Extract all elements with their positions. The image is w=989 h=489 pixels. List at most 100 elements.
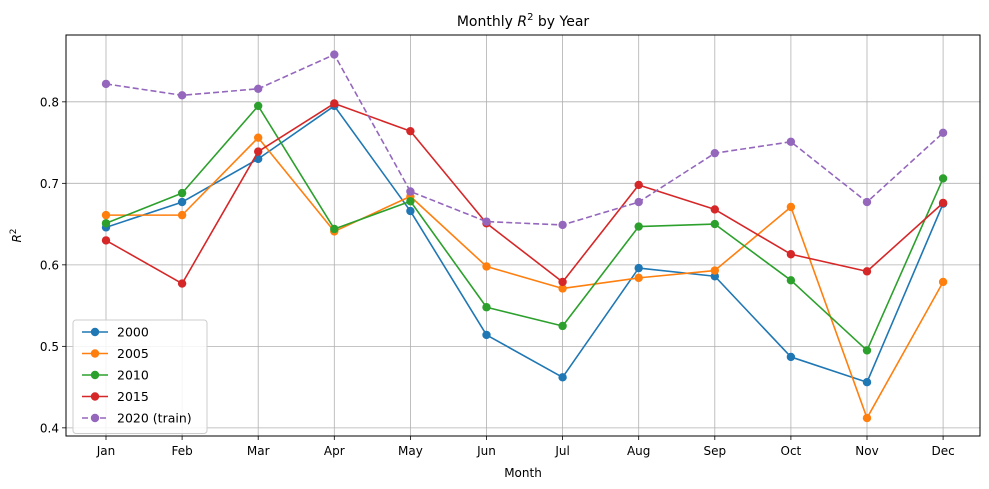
chart-title: Monthly R2 by Year (457, 12, 590, 30)
data-point (406, 126, 415, 136)
data-point (710, 266, 719, 275)
data-point (101, 210, 111, 220)
series-2005 (101, 133, 948, 423)
data-point (406, 206, 415, 216)
x-tick-label: Jul (554, 444, 569, 458)
y-axis-title: R2 (9, 228, 24, 242)
legend-swatch-marker (90, 370, 100, 380)
data-point (786, 352, 796, 362)
x-tick-label: Feb (171, 444, 192, 458)
data-point (177, 210, 187, 220)
series-lines (101, 50, 948, 423)
data-point (330, 99, 339, 108)
data-point (558, 220, 567, 230)
legend: 2000 2005 2010 2015 2020 (train) (72, 319, 208, 434)
data-point (786, 250, 796, 259)
data-point (330, 224, 339, 234)
data-point (938, 128, 948, 138)
data-point (634, 273, 643, 283)
legend-label: 2000 (117, 325, 149, 340)
legend-box (72, 319, 208, 434)
x-tick-label: Aug (627, 444, 650, 458)
legend-label: 2010 (117, 368, 149, 383)
x-tick-label: Sep (703, 444, 726, 458)
data-point (634, 222, 643, 231)
data-point (786, 202, 796, 212)
x-tick-label: Jun (476, 444, 496, 458)
x-tick-label: May (398, 444, 423, 458)
series-2020-train- (101, 50, 948, 230)
legend-item: 2020 (train) (82, 411, 192, 426)
data-point (558, 284, 567, 293)
data-point (482, 217, 491, 226)
data-point (938, 174, 948, 183)
legend-item: 2000 (82, 325, 149, 340)
data-point (254, 84, 263, 93)
legend-swatch-marker (90, 327, 100, 337)
data-point (558, 277, 567, 287)
x-tick-label: Dec (931, 444, 954, 458)
data-point (406, 187, 415, 196)
series-line (105, 105, 944, 352)
data-point (786, 276, 796, 285)
y-tick-label: 0.6 (40, 258, 59, 272)
data-point (482, 303, 491, 312)
data-point (938, 198, 948, 208)
series-line (106, 136, 944, 419)
x-tick-label: Apr (324, 444, 345, 458)
data-point (101, 219, 111, 228)
x-tick-label: Nov (855, 444, 878, 458)
data-point (862, 267, 872, 276)
data-point (558, 373, 567, 382)
y-tick-label: 0.7 (40, 177, 59, 191)
plot-frame (65, 34, 981, 437)
y-tick-label: 0.4 (40, 421, 59, 435)
x-tick-label: Oct (781, 444, 802, 458)
data-point (786, 137, 796, 146)
legend-label: 2005 (117, 346, 149, 361)
legend-label: 2020 (train) (117, 411, 192, 426)
data-point (862, 346, 872, 355)
series-2015 (101, 99, 948, 288)
legend-item: 2010 (82, 368, 149, 383)
data-point (862, 413, 872, 423)
legend-swatch-marker (90, 413, 100, 423)
data-point (710, 205, 719, 214)
legend-item: 2005 (82, 346, 149, 361)
data-point (177, 197, 187, 207)
data-point (101, 236, 111, 245)
data-point (710, 148, 719, 158)
legend-item: 2015 (82, 389, 149, 404)
data-point (634, 197, 643, 207)
data-point (862, 378, 872, 387)
y-tick-label: 0.5 (40, 340, 59, 354)
legend-label: 2015 (117, 389, 149, 404)
data-point (406, 197, 415, 206)
data-point (634, 180, 643, 190)
data-point (254, 101, 263, 111)
legend-swatch-marker (90, 349, 100, 358)
data-point (177, 188, 187, 198)
series-line (105, 53, 944, 226)
grid (66, 35, 980, 436)
series-2010 (101, 101, 948, 355)
data-point (862, 197, 872, 207)
data-point (254, 147, 263, 156)
data-point (634, 263, 643, 273)
axis-ticks: Jan Feb Mar Apr May Jun Jul Aug Sep Oct Nov Dec 0.4 0… (40, 95, 955, 458)
data-point (177, 91, 187, 100)
x-axis-title: Month (504, 466, 542, 480)
data-point (938, 277, 948, 287)
data-point (558, 321, 567, 331)
series-line (105, 102, 944, 285)
data-point (254, 133, 263, 142)
legend-swatch-marker (90, 392, 100, 401)
data-point (330, 50, 339, 59)
series-2000 (101, 101, 948, 387)
data-point (482, 262, 491, 271)
data-point (177, 279, 187, 288)
data-point (710, 219, 719, 229)
series-line (105, 105, 944, 384)
x-tick-label: Jan (96, 444, 116, 458)
